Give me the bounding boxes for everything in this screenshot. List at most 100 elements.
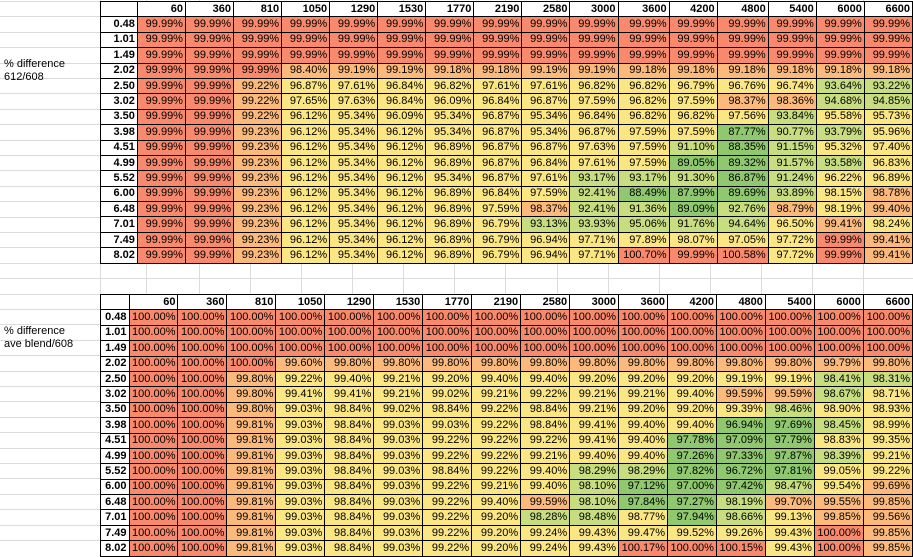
data-cell[interactable]: 99.99% [184, 247, 235, 264]
data-cell[interactable]: 99.21% [618, 386, 669, 403]
data-cell[interactable]: 94.68% [815, 93, 865, 110]
data-cell[interactable]: 95.32% [815, 139, 865, 156]
data-cell[interactable]: 96.94% [715, 417, 766, 434]
data-cell[interactable]: 98.45% [813, 417, 864, 434]
data-cell[interactable]: 98.07% [668, 231, 718, 249]
data-cell[interactable]: 99.19% [521, 62, 571, 79]
data-cell[interactable]: 96.82% [617, 93, 670, 110]
column-header[interactable]: 360 [177, 293, 228, 311]
data-cell[interactable]: 99.99% [136, 31, 186, 49]
data-cell[interactable]: 96.84% [473, 93, 523, 110]
data-cell[interactable]: 99.99% [377, 47, 427, 64]
row-header[interactable]: 8.02 [100, 247, 138, 264]
data-cell[interactable]: 99.99% [136, 47, 186, 64]
data-cell[interactable]: 97.26% [667, 447, 717, 465]
data-cell[interactable]: 99.80% [569, 355, 620, 372]
data-cell[interactable]: 99.22% [471, 463, 522, 480]
row-header[interactable]: 1.01 [100, 31, 138, 49]
data-cell[interactable]: 99.99% [136, 108, 186, 126]
data-cell[interactable]: 99.41% [815, 216, 865, 233]
data-cell[interactable]: 97.87% [764, 447, 815, 465]
data-cell[interactable]: 99.99% [815, 231, 865, 249]
data-cell[interactable]: 99.80% [373, 355, 424, 372]
data-cell[interactable]: 99.99% [184, 201, 235, 218]
data-cell[interactable]: 100.00% [128, 417, 179, 434]
data-cell[interactable]: 98.10% [569, 478, 620, 496]
row-header[interactable]: 1.01 [100, 324, 130, 342]
data-cell[interactable]: 99.03% [422, 417, 473, 434]
data-cell[interactable]: 99.99% [617, 16, 670, 33]
data-cell[interactable]: 99.99% [136, 124, 186, 141]
data-cell[interactable]: 100.00% [177, 417, 228, 434]
corner-cell[interactable] [100, 293, 130, 311]
data-cell[interactable]: 88.49% [617, 185, 670, 203]
data-cell[interactable]: 94.64% [716, 216, 769, 233]
data-cell[interactable]: 99.99% [184, 139, 235, 156]
data-cell[interactable]: 99.22% [471, 401, 522, 419]
column-header[interactable]: 1770 [422, 293, 473, 311]
data-cell[interactable]: 89.32% [716, 154, 769, 172]
data-cell[interactable]: 100.00% [177, 509, 228, 526]
data-cell[interactable]: 98.84% [324, 524, 375, 542]
data-cell[interactable]: 96.72% [715, 463, 766, 480]
column-header[interactable]: 3600 [617, 0, 670, 18]
data-cell[interactable]: 93.17% [569, 170, 619, 187]
data-cell[interactable]: 99.20% [471, 509, 522, 526]
data-cell[interactable]: 99.41% [863, 247, 913, 264]
data-cell[interactable]: 99.20% [667, 401, 717, 419]
data-cell[interactable]: 97.00% [667, 478, 717, 496]
data-cell[interactable]: 99.22% [422, 524, 473, 542]
data-cell[interactable]: 97.59% [668, 93, 718, 110]
data-cell[interactable]: 92.76% [716, 201, 769, 218]
data-cell[interactable]: 98.84% [520, 401, 571, 419]
data-cell[interactable]: 99.85% [813, 509, 864, 526]
data-cell[interactable]: 97.61% [569, 154, 619, 172]
data-cell[interactable]: 96.87% [473, 108, 523, 126]
data-cell[interactable]: 99.19% [329, 62, 379, 79]
data-cell[interactable]: 99.40% [520, 478, 571, 496]
data-cell[interactable]: 99.99% [136, 247, 186, 264]
row-header[interactable]: 6.00 [100, 478, 130, 496]
data-cell[interactable]: 97.59% [473, 201, 523, 218]
data-cell[interactable]: 99.41% [275, 386, 326, 403]
data-cell[interactable]: 99.99% [184, 231, 235, 249]
data-cell[interactable]: 99.03% [275, 509, 326, 526]
column-header[interactable]: 2190 [473, 0, 523, 18]
data-cell[interactable]: 99.99% [521, 47, 571, 64]
data-cell[interactable]: 99.80% [520, 355, 571, 372]
data-cell[interactable]: 98.15% [815, 185, 865, 203]
data-cell[interactable]: 100.15% [715, 540, 766, 557]
data-cell[interactable]: 95.34% [329, 154, 379, 172]
data-cell[interactable]: 99.99% [863, 47, 913, 64]
data-cell[interactable]: 99.59% [715, 386, 766, 403]
data-cell[interactable]: 98.46% [764, 401, 815, 419]
data-cell[interactable]: 99.22% [422, 494, 473, 511]
data-cell[interactable]: 99.19% [377, 62, 427, 79]
data-cell[interactable]: 98.67% [813, 386, 864, 403]
data-cell[interactable]: 96.12% [377, 154, 427, 172]
data-cell[interactable]: 97.61% [329, 77, 379, 95]
data-cell[interactable]: 98.84% [324, 432, 375, 449]
data-cell[interactable]: 95.96% [863, 124, 913, 141]
row-header[interactable]: 7.01 [100, 509, 130, 526]
data-cell[interactable]: 99.99% [377, 16, 427, 33]
data-cell[interactable]: 99.21% [373, 386, 424, 403]
data-cell[interactable]: 99.43% [569, 524, 620, 542]
data-cell[interactable]: 95.34% [329, 139, 379, 156]
data-cell[interactable]: 100.00% [177, 386, 228, 403]
data-cell[interactable]: 99.99% [815, 31, 865, 49]
data-cell[interactable]: 100.00% [324, 340, 375, 357]
data-cell[interactable]: 99.99% [767, 16, 817, 33]
data-cell[interactable]: 99.99% [184, 77, 235, 95]
data-cell[interactable]: 99.80% [471, 355, 522, 372]
data-cell[interactable]: 99.79% [813, 355, 864, 372]
data-cell[interactable]: 100.00% [324, 324, 375, 342]
data-cell[interactable]: 99.55% [813, 494, 864, 511]
data-cell[interactable]: 95.34% [329, 108, 379, 126]
data-cell[interactable]: 100.00% [128, 524, 179, 542]
data-cell[interactable]: 96.82% [617, 77, 670, 95]
column-header[interactable]: 2580 [521, 0, 571, 18]
data-cell[interactable]: 99.20% [471, 524, 522, 542]
data-cell[interactable]: 99.03% [373, 494, 424, 511]
data-cell[interactable]: 98.19% [815, 201, 865, 218]
